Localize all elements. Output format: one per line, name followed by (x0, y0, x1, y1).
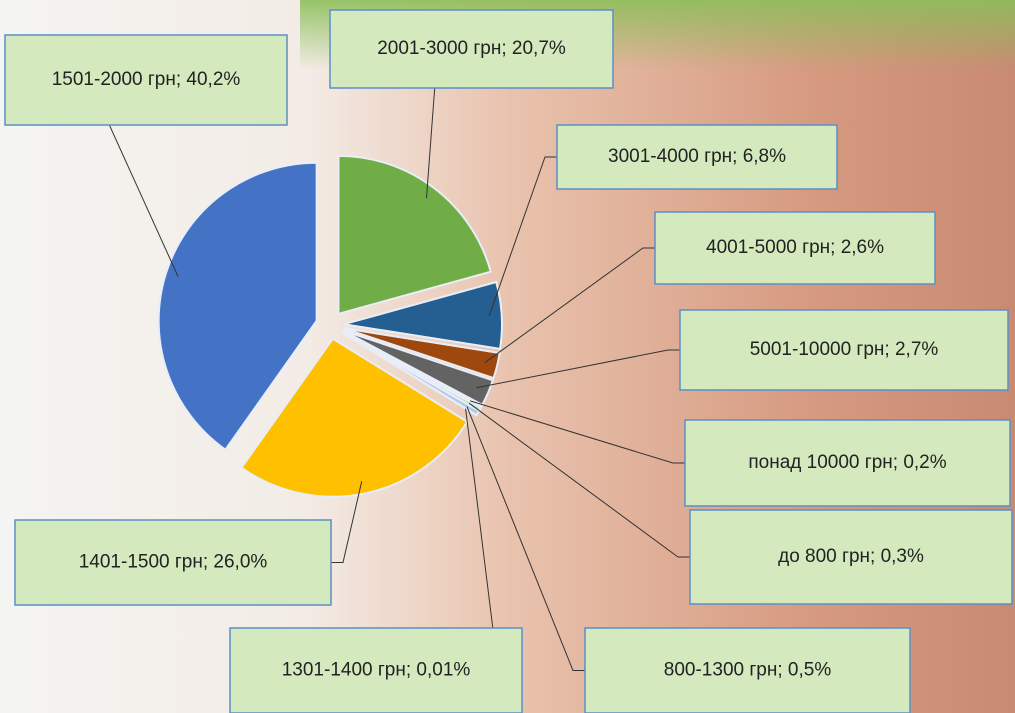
data-label: понад 10000 грн; 0,2% (748, 452, 946, 473)
data-label: 800-1300 грн; 0,5% (664, 660, 832, 681)
data-label: 1401-1500 грн; 26,0% (79, 552, 268, 573)
page: 2001-3000 грн; 20,7% 3001-4000 грн; 6,8% 4… (0, 0, 1015, 713)
data-label: до 800 грн; 0,3% (778, 546, 924, 567)
data-label: 1501-2000 грн; 40,2% (52, 69, 241, 90)
data-label: 4001-5000 грн; 2,6% (706, 237, 884, 258)
data-label: 2001-3000 грн; 20,7% (377, 38, 566, 59)
data-label: 1301-1400 грн; 0,01% (282, 660, 471, 681)
chart: 2001-3000 грн; 20,7% 3001-4000 грн; 6,8% 4… (0, 0, 1015, 713)
data-label: 3001-4000 грн; 6,8% (608, 146, 786, 167)
data-label: 5001-10000 грн; 2,7% (750, 339, 939, 360)
